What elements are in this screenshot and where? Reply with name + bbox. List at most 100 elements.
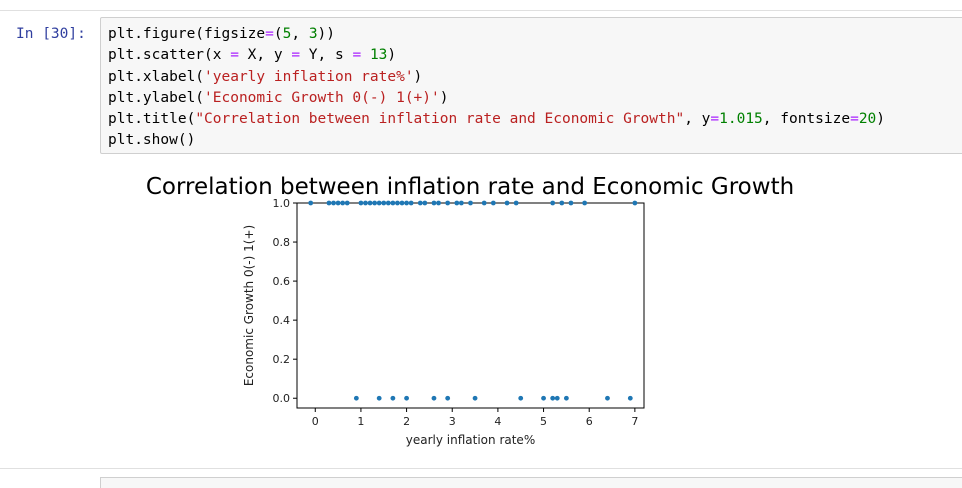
code-token: plt.show(): [108, 132, 196, 149]
scatter-point: [559, 200, 565, 206]
x-tick-label: 6: [586, 415, 593, 428]
code-token: ): [439, 89, 449, 106]
cell-output: Correlation between inflation rate and E…: [100, 160, 962, 460]
x-tick-label: 1: [357, 415, 364, 428]
code-token: plt.xlabel(: [108, 68, 205, 85]
code-token: ): [413, 68, 423, 85]
x-tick-label: 0: [312, 415, 319, 428]
cell-separator-top: [0, 10, 962, 11]
code-token: plt.ylabel(: [108, 89, 205, 106]
scatter-point: [627, 395, 633, 401]
input-prompt: In [30]:: [16, 26, 86, 42]
code-token: )): [317, 26, 336, 42]
code-token: Y, s: [300, 47, 353, 64]
scatter-point: [308, 200, 314, 206]
code-token: X, y: [238, 47, 292, 64]
y-tick-label: 0.6: [273, 275, 291, 288]
next-code-cell[interactable]: [100, 477, 962, 488]
code-token: , y: [684, 111, 711, 128]
y-tick-label: 0.8: [273, 236, 291, 249]
y-tick-label: 0.0: [273, 392, 291, 405]
scatter-point: [417, 200, 423, 206]
scatter-point: [445, 200, 451, 206]
code-token: 1.015: [719, 111, 763, 128]
scatter-point: [408, 200, 414, 206]
code-token: ): [387, 47, 397, 64]
scatter-point: [436, 200, 441, 206]
code-token: plt.figure(figsize: [108, 26, 266, 42]
scatter-point: [399, 200, 405, 206]
scatter-point: [513, 200, 519, 206]
code-token: [361, 47, 370, 63]
scatter-point: [381, 200, 387, 206]
scatter-point: [458, 200, 464, 206]
scatter-point: [568, 200, 574, 206]
scatter-point: [445, 395, 451, 401]
scatter-point: [376, 395, 382, 401]
code-token: =: [230, 47, 239, 64]
code-token: ,: [291, 26, 309, 42]
scatter-point: [422, 200, 428, 206]
code-token: , fontsize: [762, 111, 851, 128]
y-tick-label: 0.4: [273, 314, 291, 327]
code-block[interactable]: plt.figure(figsize=(5, 3)) plt.scatter(x …: [108, 24, 885, 152]
chart-title: Correlation between inflation rate and E…: [146, 174, 794, 200]
x-axis-label: yearly inflation rate%: [406, 433, 535, 447]
scatter-point: [326, 200, 332, 206]
scatter-point: [550, 395, 556, 401]
scatter-point: [395, 200, 400, 206]
scatter-point: [481, 200, 487, 206]
code-token: plt.scatter(x: [108, 47, 231, 64]
code-token: plt.title(: [108, 111, 196, 128]
y-axis-label: Economic Growth 0(-) 1(+): [242, 225, 256, 386]
scatter-point: [340, 200, 346, 206]
code-line: plt.figure(figsize=(5, 3)): [108, 24, 885, 45]
scatter-point: [404, 395, 409, 401]
code-cell-editor[interactable]: plt.figure(figsize=(5, 3)) plt.scatter(x …: [100, 17, 962, 154]
scatter-point: [390, 200, 396, 206]
code-line: plt.scatter(x = X, y = Y, s = 13): [108, 45, 885, 66]
scatter-point: [490, 200, 496, 206]
code-token: =: [352, 47, 362, 64]
code-token: 5: [282, 26, 292, 42]
code-token: =: [710, 111, 720, 128]
code-line: plt.xlabel('yearly inflation rate%'): [108, 67, 885, 88]
scatter-plot: Correlation between inflation rate and E…: [146, 174, 794, 447]
y-tick-label: 0.2: [273, 353, 291, 366]
code-token: "Correlation between inflation rate and …: [195, 111, 685, 128]
code-line: plt.show(): [108, 130, 885, 151]
code-token: (: [273, 26, 283, 42]
y-tick-label: 1.0: [273, 197, 291, 210]
scatter-point: [518, 395, 524, 401]
scatter-point: [541, 395, 546, 401]
scatter-point: [390, 395, 396, 401]
scatter-point: [431, 200, 437, 206]
code-line: plt.ylabel('Economic Growth 0(-) 1(+)'): [108, 88, 885, 109]
scatter-point: [331, 200, 336, 206]
scatter-point: [632, 200, 638, 206]
scatter-point: [563, 395, 569, 401]
scatter-point: [353, 395, 359, 401]
scatter-point: [582, 200, 588, 206]
scatter-point: [454, 200, 460, 206]
scatter-point: [404, 200, 409, 206]
scatter-point: [358, 200, 364, 206]
scatter-point: [504, 200, 510, 206]
code-line: plt.title("Correlation between inflation…: [108, 109, 885, 130]
code-token: 'yearly inflation rate%': [204, 68, 414, 85]
code-token: =: [850, 111, 859, 128]
scatter-point: [472, 395, 478, 401]
scatter-point: [468, 200, 473, 206]
scatter-point: [376, 200, 382, 206]
x-tick-label: 2: [403, 415, 410, 428]
cell-separator-bottom: [0, 468, 962, 469]
code-token: 13: [369, 47, 388, 64]
code-token: =: [291, 47, 301, 64]
scatter-point: [372, 200, 378, 206]
code-token: 'Economic Growth 0(-) 1(+)': [204, 89, 440, 106]
scatter-point: [385, 200, 391, 206]
x-tick-label: 3: [449, 415, 456, 428]
code-token: ): [876, 111, 886, 128]
code-token: 3: [308, 26, 318, 42]
scatter-point: [605, 395, 610, 401]
